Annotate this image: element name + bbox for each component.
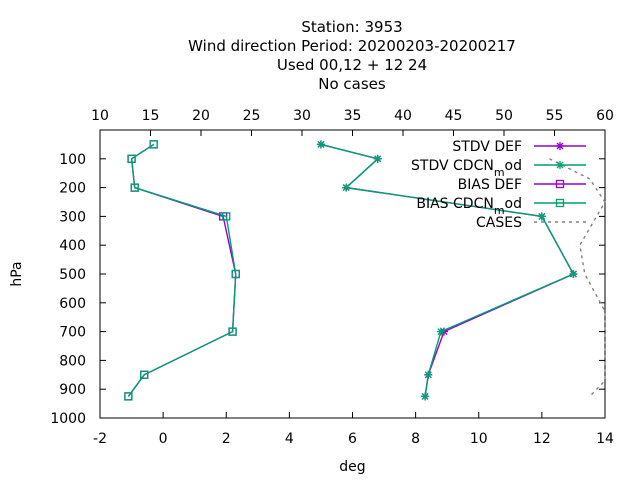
- legend-label: STDV CDCNmod: [411, 158, 522, 179]
- x-top-tick-label: 15: [142, 108, 160, 124]
- x-bottom-tick-label: 12: [533, 431, 551, 447]
- data-point: [228, 327, 237, 336]
- data-point: [373, 154, 382, 163]
- x-top-tick-label: 55: [546, 108, 564, 124]
- y-tick-label: 500: [59, 267, 86, 283]
- x-top-tick-label: 35: [344, 108, 362, 124]
- x-top-tick-label: 50: [495, 108, 513, 124]
- data-point: [569, 270, 578, 278]
- x-top-tick-label: 10: [91, 108, 109, 124]
- y-tick-label: 400: [59, 238, 86, 254]
- x-axis-top: 10 15 20 25 30 35 40 45 50 55 60: [91, 108, 614, 136]
- data-point: [556, 161, 564, 169]
- x-bottom-tick-label: 8: [411, 431, 420, 447]
- title-line: Used 00,12 + 12 24: [277, 56, 427, 74]
- plot-frame: [99, 129, 606, 419]
- x-bottom-tick-label: 0: [159, 431, 168, 447]
- y-tick-label: 300: [59, 209, 86, 225]
- legend-label: BIAS DEF: [458, 177, 522, 193]
- series-line-2: [127, 143, 237, 397]
- data-point: [342, 183, 351, 192]
- y-tick-label: 800: [59, 353, 86, 369]
- x-axis-label: deg: [339, 459, 365, 475]
- x-bottom-tick-label: 10: [470, 431, 488, 447]
- x-bottom-tick-label: 4: [285, 431, 294, 447]
- y-tick-label: 100: [59, 152, 86, 168]
- y-tick-label: 600: [59, 296, 86, 312]
- y-tick-label: 200: [59, 181, 86, 197]
- series-line-1: [320, 143, 575, 397]
- legend-label: STDV DEF: [452, 139, 522, 155]
- x-axis-bottom: -2 0 2 4 6 8 10 12 14: [93, 412, 614, 447]
- data-point: [140, 370, 149, 379]
- data-point: [222, 212, 231, 221]
- title-line: Wind direction Period: 20200203-20200217: [188, 37, 516, 55]
- title-line: Station: 3953: [301, 18, 402, 36]
- x-top-tick-label: 45: [445, 108, 463, 124]
- y-axis: 100 200 300 400 500 600 700 800 900 1000: [50, 152, 605, 427]
- y-tick-label: 1000: [50, 411, 86, 427]
- y-axis-label: hPa: [9, 261, 25, 286]
- x-top-tick-label: 40: [394, 108, 412, 124]
- data-point: [555, 198, 565, 208]
- series-line-3: [127, 143, 237, 397]
- legend-label: BIAS CDCNmod: [416, 196, 522, 217]
- data-point: [149, 140, 158, 149]
- x-bottom-tick-label: 6: [348, 431, 357, 447]
- series-line-0: [320, 143, 575, 397]
- data-point: [130, 183, 139, 192]
- y-tick-label: 900: [59, 382, 86, 398]
- data-point: [421, 392, 430, 401]
- x-top-tick-label: 30: [293, 108, 311, 124]
- data-point: [127, 154, 136, 163]
- data-point: [537, 212, 546, 221]
- data-point: [436, 327, 445, 336]
- data-point: [231, 269, 240, 279]
- x-top-tick-label: 20: [192, 108, 210, 124]
- data-point: [316, 140, 325, 149]
- y-tick-label: 700: [59, 325, 86, 341]
- data-point: [556, 142, 564, 150]
- series-group: [124, 140, 606, 401]
- legend-label: CASES: [476, 215, 522, 231]
- x-top-tick-label: 60: [596, 108, 614, 124]
- x-bottom-tick-label: -2: [93, 431, 107, 447]
- x-bottom-tick-label: 2: [222, 431, 231, 447]
- data-point: [424, 370, 433, 379]
- data-point: [124, 392, 133, 401]
- title-line: No cases: [318, 75, 386, 93]
- x-top-tick-label: 25: [243, 108, 261, 124]
- x-bottom-tick-label: 14: [596, 431, 614, 447]
- series-line-4: [549, 158, 606, 397]
- data-point: [555, 179, 565, 189]
